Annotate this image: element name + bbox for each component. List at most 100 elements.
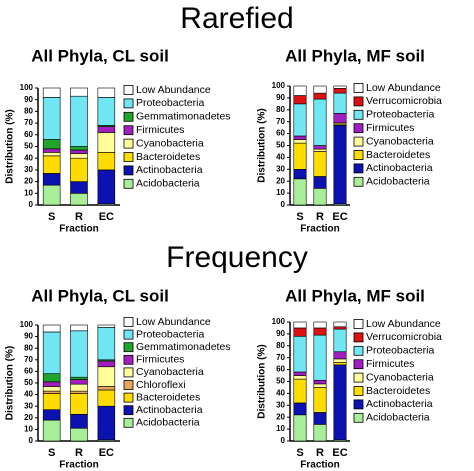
legend-swatch [123, 152, 134, 162]
bar-segment [313, 98, 327, 146]
legend-label: Cyanobacteria [136, 137, 204, 149]
y-tick-label: 100 [272, 317, 286, 326]
bar-segment [313, 334, 327, 381]
legend-swatch [123, 98, 134, 109]
x-tick-label: R [316, 447, 324, 459]
bar-segment [313, 412, 327, 425]
y-tick-label: 100 [20, 320, 34, 329]
legend-swatch [353, 96, 364, 107]
y-tick-label: 70 [276, 117, 285, 126]
y-tick-label: 60 [24, 130, 33, 139]
y-tick-label: 90 [24, 332, 33, 341]
bar-segment [42, 386, 61, 392]
legend-swatch [353, 412, 364, 423]
legend-swatch [353, 123, 364, 134]
bar-segment [313, 92, 327, 100]
legend-swatch [123, 417, 134, 428]
bar-segment [293, 402, 307, 416]
bar-segment [333, 358, 347, 363]
bar-segment [313, 387, 327, 413]
bar-segment [42, 97, 61, 140]
y-tick-label: 30 [276, 400, 285, 409]
x-tick-label: EC [332, 211, 347, 223]
bar-segment [313, 188, 327, 206]
y-tick-label: 90 [276, 93, 285, 102]
bar-segment [42, 155, 61, 174]
bar-segment [97, 152, 116, 171]
legend-label: Acidobacteria [366, 176, 430, 188]
bar-segment [42, 87, 61, 98]
legend-swatch [353, 372, 364, 383]
legend-swatch [353, 386, 364, 396]
bar-segment [97, 366, 116, 387]
x-tick-label: S [296, 211, 303, 223]
legend-label: Verrucomicrobia [366, 331, 442, 343]
bar-segment [333, 328, 347, 353]
legend-swatch [123, 125, 134, 136]
legend-swatch [353, 359, 364, 370]
y-tick-label: 0 [281, 200, 286, 209]
legend-swatch [353, 345, 364, 356]
bar-segment [70, 414, 88, 429]
y-tick-label: 70 [276, 353, 285, 362]
bar-segment [333, 351, 347, 360]
bar-segment [70, 146, 88, 151]
legend-label: Proteobacteria [136, 97, 204, 109]
bar-segment [97, 327, 116, 361]
legend-label: Low Abundance [366, 318, 441, 330]
legend-swatch [123, 138, 134, 149]
legend-label: Proteobacteria [366, 109, 434, 121]
legend-swatch [123, 111, 134, 122]
y-axis-label: Distribution (%) [5, 109, 16, 183]
chart-title: All Phyla, MF soil [285, 46, 425, 65]
bar-segment [70, 193, 88, 206]
y-tick-label: 100 [272, 81, 286, 90]
bar-segment [70, 95, 88, 147]
bar-segment [333, 124, 347, 205]
y-tick-label: 50 [24, 378, 33, 387]
bar-segment [70, 153, 88, 159]
bar-segment [313, 380, 327, 385]
legend-label: Firmicutes [136, 124, 184, 136]
legend-label: Bacteroidetes [366, 385, 430, 397]
y-tick-label: 70 [24, 118, 33, 127]
y-tick-label: 80 [276, 105, 285, 114]
bar-segment [313, 151, 327, 177]
bar-segment [313, 383, 327, 388]
bar-segment [70, 376, 88, 380]
legend-label: Chloroflexi [136, 379, 186, 391]
legend-swatch [123, 380, 134, 390]
y-tick-label: 50 [276, 141, 285, 150]
legend-swatch [123, 392, 134, 403]
bar-segment [313, 148, 327, 152]
x-tick-label: S [48, 211, 55, 223]
bar-segment [42, 173, 61, 186]
bar-segment [333, 326, 347, 330]
bar-segment [97, 324, 116, 328]
legend-label: Cyanobacteria [366, 371, 434, 383]
bar-segment [97, 360, 116, 368]
bar-segment [97, 126, 116, 133]
y-tick-label: 90 [276, 329, 285, 338]
y-tick-label: 10 [276, 188, 285, 197]
legend-label: Actinobacteria [366, 162, 433, 174]
bar-segment [97, 97, 116, 126]
bar-segment [70, 181, 88, 194]
legend-swatch [123, 367, 134, 378]
y-tick-label: 0 [281, 436, 286, 445]
legend-swatch [353, 136, 364, 147]
y-tick-label: 90 [24, 95, 33, 104]
bar-segment [42, 331, 61, 375]
bar-segment [293, 414, 307, 442]
legend-swatch [123, 405, 134, 416]
legend-swatch [123, 342, 134, 353]
x-axis-label: Fraction [300, 460, 339, 471]
legend-label: Low Abundance [136, 316, 211, 328]
bar-segment [70, 390, 88, 394]
legend-label: Low Abundance [136, 84, 211, 96]
bar-segment [293, 85, 307, 96]
bar-segment [97, 389, 116, 407]
y-tick-label: 80 [276, 341, 285, 350]
y-tick-label: 70 [24, 355, 33, 364]
bar-segment [293, 335, 307, 373]
